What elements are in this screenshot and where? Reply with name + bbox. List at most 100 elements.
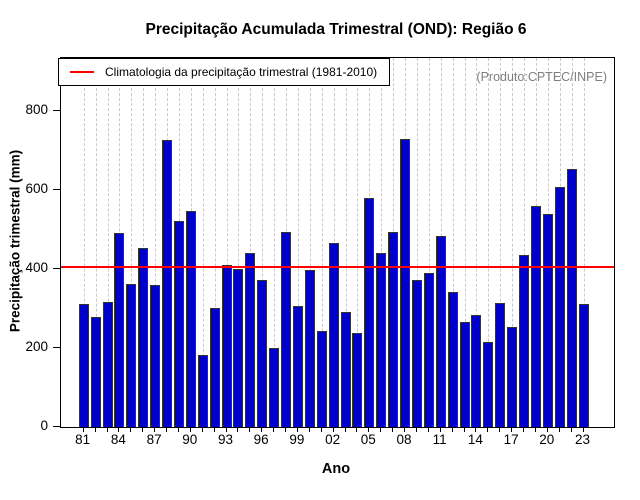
y-tick-label-400: 400 <box>25 260 48 275</box>
gridline <box>83 58 85 427</box>
x-tick <box>94 427 96 432</box>
x-tick-label-96: 96 <box>253 432 269 447</box>
gridline <box>524 58 525 427</box>
chart-title: Precipitação Acumulada Trimestral (OND):… <box>145 21 527 38</box>
x-tick-label-14: 14 <box>467 432 483 447</box>
bar-2009 <box>411 280 422 427</box>
gridline <box>428 58 430 427</box>
bar-2012 <box>447 292 458 427</box>
x-tick <box>154 427 156 432</box>
x-tick <box>368 427 370 432</box>
x-tick <box>201 427 203 432</box>
x-tick <box>546 427 548 432</box>
gridline <box>345 58 347 427</box>
source-annotation: (Produto:CPTEC/INPE) <box>476 70 607 84</box>
x-tick <box>463 427 465 432</box>
x-tick <box>320 427 322 432</box>
bar-2016 <box>495 303 506 427</box>
gridline <box>274 58 276 427</box>
x-tick-label-02: 02 <box>325 432 341 447</box>
x-tick <box>189 427 191 432</box>
bar-1991 <box>197 355 208 427</box>
gridline <box>583 58 585 427</box>
bar-2015 <box>483 342 494 427</box>
x-tick <box>475 427 477 432</box>
x-tick <box>177 427 179 432</box>
bar-2006 <box>376 253 387 427</box>
x-tick <box>261 427 263 432</box>
y-axis-label: Precipitação trimestral (mm) <box>7 149 23 333</box>
gridline <box>476 58 478 427</box>
bar-1985 <box>126 284 137 427</box>
bar-1996 <box>257 280 268 427</box>
x-tick <box>273 427 275 432</box>
x-tick <box>439 427 441 432</box>
bar-2022 <box>566 169 577 427</box>
y-tick <box>53 347 60 348</box>
x-tick-label-87: 87 <box>146 432 162 447</box>
y-tick-label-800: 800 <box>25 102 48 117</box>
x-tick-label-11: 11 <box>432 432 447 447</box>
x-tick <box>213 427 215 432</box>
x-axis-label: Ano <box>321 461 351 477</box>
bar-1984 <box>114 233 125 427</box>
x-tick <box>106 427 108 432</box>
gridline <box>321 58 323 427</box>
x-tick <box>427 427 429 432</box>
bar-2014 <box>471 315 482 427</box>
x-tick <box>511 427 513 432</box>
bar-2021 <box>554 187 565 427</box>
gridline <box>262 58 264 427</box>
bar-1993 <box>221 265 232 427</box>
bar-2004 <box>352 333 363 427</box>
y-tick <box>53 110 60 111</box>
legend: Climatologia da precipitação trimestral … <box>58 58 391 86</box>
bar-2023 <box>578 304 589 427</box>
x-tick <box>130 427 132 432</box>
gridline <box>452 58 454 427</box>
x-tick <box>296 427 298 432</box>
gridline <box>143 58 145 427</box>
bar-1988 <box>162 140 172 427</box>
x-tick <box>415 427 417 432</box>
x-tick-label-90: 90 <box>182 432 198 447</box>
x-tick <box>118 427 120 432</box>
legend-label: Climatologia da precipitação trimestral … <box>105 65 378 79</box>
bar-2000 <box>304 270 315 427</box>
gridline <box>416 58 418 427</box>
bar-2005 <box>364 198 375 427</box>
bar-1981 <box>78 304 89 427</box>
bar-2001 <box>316 331 327 427</box>
x-tick-label-99: 99 <box>289 432 305 447</box>
bar-2007 <box>388 232 399 427</box>
bar-2011 <box>435 236 446 427</box>
x-tick-label-81: 81 <box>75 432 91 447</box>
x-tick <box>356 427 358 432</box>
x-tick-label-05: 05 <box>360 432 376 447</box>
bar-1983 <box>102 302 113 427</box>
x-tick <box>142 427 144 432</box>
gridline <box>238 58 240 427</box>
y-tick <box>53 189 60 190</box>
bar-2013 <box>459 322 470 427</box>
gridline <box>357 58 359 427</box>
bar-1990 <box>185 211 196 427</box>
gridline <box>333 58 335 427</box>
x-tick <box>534 427 536 432</box>
bar-2018 <box>519 255 529 427</box>
gridline <box>226 58 228 427</box>
gridline <box>250 58 252 427</box>
x-tick <box>570 427 572 432</box>
gridline <box>381 58 383 427</box>
gridline <box>512 58 514 427</box>
y-tick <box>53 426 60 427</box>
gridline <box>95 58 97 427</box>
gridline <box>131 58 133 427</box>
bar-1995 <box>245 253 256 427</box>
gridline <box>464 58 466 427</box>
bar-1997 <box>269 348 280 427</box>
gridline <box>107 58 109 427</box>
x-tick <box>558 427 560 432</box>
bar-1998 <box>281 232 291 427</box>
